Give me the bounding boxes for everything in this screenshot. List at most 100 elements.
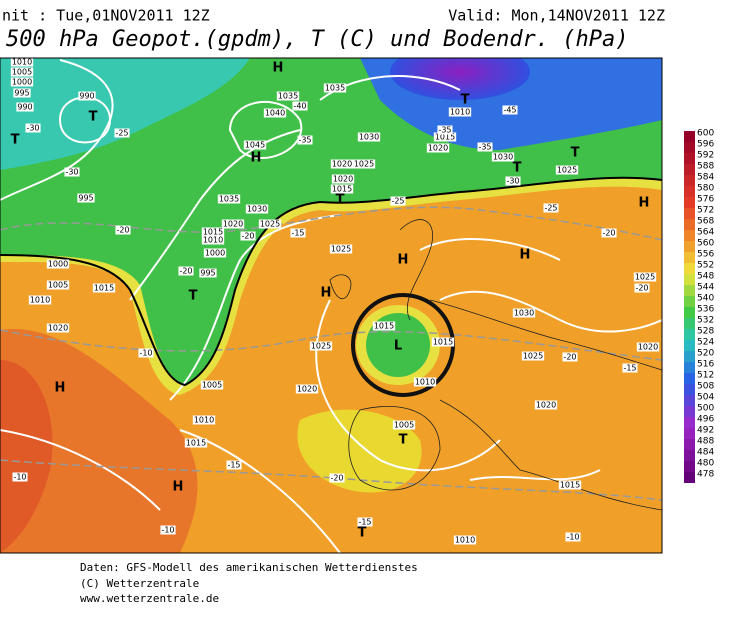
- colorbar-swatch: [684, 296, 695, 307]
- contour-label: -15: [291, 229, 304, 238]
- pressure-center: H: [273, 61, 284, 76]
- contour-label: 1020: [332, 160, 352, 169]
- contour-label: 1015: [203, 228, 223, 237]
- contour-label: 1010: [30, 296, 50, 305]
- contour-label: 1030: [514, 309, 534, 318]
- label-bg: [192, 415, 216, 425]
- label-bg: [329, 473, 345, 483]
- contour-label: 990: [79, 92, 94, 101]
- colorbar-label: 588: [697, 162, 714, 172]
- colorbar-swatch: [684, 406, 695, 417]
- label-bg: [357, 517, 373, 527]
- contour-label: 1010: [455, 536, 475, 545]
- colorbar-label: 500: [697, 404, 714, 414]
- map-area: 101010051000995990990TT-30103510351040-4…: [0, 58, 662, 553]
- colorbar-swatch: [684, 274, 695, 285]
- colorbar-label: 584: [697, 173, 714, 183]
- label-bg: [200, 380, 224, 390]
- colder-region: [0, 58, 250, 170]
- colorbar-swatch: [684, 373, 695, 384]
- colorbar-swatch: [684, 439, 695, 450]
- contour-label: -20: [116, 226, 129, 235]
- contour-label: -40: [293, 102, 306, 111]
- contour-label: 1030: [493, 153, 513, 162]
- label-bg: [28, 295, 52, 305]
- pressure-center: H: [520, 248, 531, 263]
- footer-line: (C) Wetterzentrale: [80, 577, 199, 590]
- contour-label: 1030: [247, 205, 267, 214]
- contour-label: 1040: [265, 109, 285, 118]
- colorbar-label: 520: [697, 349, 714, 359]
- label-bg: [323, 83, 347, 93]
- pressure-center: H: [173, 480, 184, 495]
- label-bg: [437, 125, 453, 135]
- label-bg: [221, 219, 245, 229]
- label-bg: [292, 101, 308, 111]
- label-bg: [226, 460, 242, 470]
- contour-label: -30: [65, 168, 78, 177]
- colorbar-label: 580: [697, 184, 714, 194]
- label-bg: [25, 123, 41, 133]
- colorbar-swatch: [684, 417, 695, 428]
- colorbar-swatch: [684, 329, 695, 340]
- colorbar-label: 504: [697, 393, 714, 403]
- colorbar-swatch: [684, 428, 695, 439]
- colorbar-swatch: [684, 285, 695, 296]
- contour-label: 990: [17, 103, 32, 112]
- contour-label: 1030: [359, 133, 379, 142]
- pressure-center: T: [89, 110, 98, 125]
- colorbar-label: 478: [697, 470, 714, 480]
- colorbar-swatch: [684, 230, 695, 241]
- contour-label: -10: [566, 533, 579, 542]
- contour-label: 1025: [523, 352, 543, 361]
- label-bg: [201, 227, 225, 237]
- contour-label: 1010: [12, 58, 32, 67]
- contour-label: 1035: [219, 195, 239, 204]
- colorbar-label: 512: [697, 371, 714, 381]
- contour-label: 1035: [278, 92, 298, 101]
- contour-label: -10: [139, 349, 152, 358]
- label-bg: [565, 532, 581, 542]
- colorbar-label: 492: [697, 426, 714, 436]
- coastlines: [329, 219, 662, 511]
- label-bg: [201, 235, 225, 245]
- label-bg: [184, 438, 208, 448]
- label-bg: [243, 140, 267, 150]
- contour-label: -20: [635, 284, 648, 293]
- label-bg: [352, 159, 376, 169]
- contour-label: 1020: [223, 220, 243, 229]
- contour-label: -15: [623, 364, 636, 373]
- label-bg: [276, 91, 300, 101]
- contour-label: 995: [14, 89, 29, 98]
- label-bg: [263, 108, 287, 118]
- contour-552: [0, 176, 662, 387]
- label-bg: [392, 420, 416, 430]
- contour-label: 1000: [12, 78, 32, 87]
- contour-label: -15: [358, 518, 371, 527]
- contour-label: 1020: [297, 385, 317, 394]
- contour-label: -30: [26, 124, 39, 133]
- label-bg: [46, 280, 70, 290]
- colorbar-label: 536: [697, 305, 714, 315]
- contour-label: 1015: [332, 185, 352, 194]
- label-bg: [138, 348, 154, 358]
- label-bg: [331, 174, 355, 184]
- colorbar-label: 556: [697, 250, 714, 260]
- init-time: nit : Tue,01NOV2011 12Z: [2, 7, 210, 25]
- contour-label: -45: [503, 106, 516, 115]
- colorbar-swatch: [684, 219, 695, 230]
- label-bg: [92, 283, 116, 293]
- contour-label: 1015: [186, 439, 206, 448]
- label-bg: [433, 132, 457, 142]
- label-bg: [297, 135, 313, 145]
- colorbar-label: 516: [697, 360, 714, 370]
- colorbar-swatch: [684, 252, 695, 263]
- label-bg: [413, 377, 437, 387]
- map-labels: 101010051000995990990TT-30103510351040-4…: [11, 58, 660, 545]
- colorbar-swatch: [684, 318, 695, 329]
- colorbar-swatch: [684, 208, 695, 219]
- pressure-center: T: [189, 289, 198, 304]
- colorbar-swatch: [684, 340, 695, 351]
- pressure-center: H: [321, 286, 332, 301]
- label-bg: [357, 132, 381, 142]
